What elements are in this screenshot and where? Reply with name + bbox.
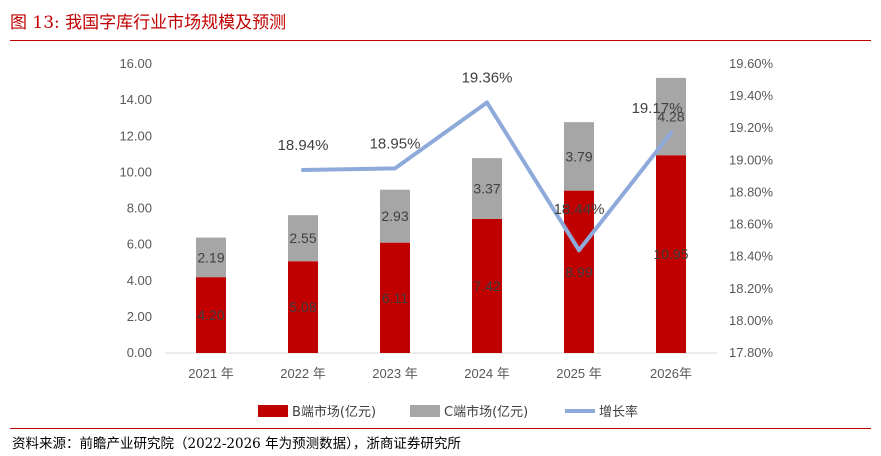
growth-rate-label: 18.44%	[554, 201, 605, 218]
y-left-tick-label: 8.00	[127, 201, 152, 216]
x-tick-label: 2021 年	[188, 366, 234, 381]
x-tick-label: 2024 年	[464, 366, 510, 381]
bar-b-value-label: 6.11	[382, 290, 408, 306]
bar-b-segment	[564, 190, 594, 353]
growth-rate-point	[301, 167, 305, 172]
title-rule	[10, 40, 871, 41]
source-note: 资料来源：前瞻产业研究院（2022-2026 年为预测数据），浙商证券研究所	[12, 436, 461, 452]
growth-rate-point	[393, 166, 397, 171]
bar-b-segment	[196, 277, 226, 353]
y-left-tick-label: 4.00	[127, 273, 152, 288]
bar-b-segment	[288, 261, 318, 353]
y-left-tick-label: 10.00	[119, 164, 152, 179]
legend-c-market-label: C端市场(亿元)	[444, 404, 528, 420]
bar-b-segment	[380, 242, 410, 353]
legend-b-market-label: B端市场(亿元)	[292, 404, 376, 420]
growth-rate-label: 19.36%	[462, 70, 513, 87]
y-left-tick-label: 6.00	[127, 237, 152, 252]
y-left-tick-label: 16.00	[119, 56, 152, 71]
y-left-tick-label: 12.00	[119, 128, 152, 143]
bar-c-value-label: 2.19	[197, 249, 224, 265]
bar-b-value-label: 4.20	[197, 307, 224, 323]
chart-legend: B端市场(亿元) C端市场(亿元) 增长率	[258, 404, 638, 420]
growth-rate-point	[485, 100, 489, 105]
bar-c-segment	[656, 77, 686, 156]
bar-c-segment	[472, 158, 502, 219]
y-right-tick-label: 18.80%	[729, 184, 774, 199]
chart-bars	[196, 77, 686, 353]
bar-b-value-label: 7.42	[473, 278, 500, 294]
y-right-tick-label: 18.60%	[729, 217, 774, 232]
y-right-tick-label: 19.40%	[729, 88, 774, 103]
growth-rate-point	[669, 131, 673, 136]
bar-c-value-label: 3.37	[473, 181, 500, 197]
y-right-tick-label: 19.60%	[729, 56, 774, 71]
growth-line-layer	[301, 100, 673, 253]
growth-rate-point	[577, 248, 581, 253]
y-left-tick-label: 14.00	[119, 92, 152, 107]
y-right-tick-label: 19.00%	[729, 152, 774, 167]
x-tick-label: 2026年	[650, 366, 692, 381]
bar-b-value-label: 5.08	[289, 299, 316, 315]
legend-b-market-swatch	[258, 405, 288, 417]
y-right-tick-label: 19.20%	[729, 120, 774, 135]
bar-b-segment	[656, 155, 686, 353]
y-right-tick-label: 18.40%	[729, 249, 774, 264]
y-left-tick-label: 0.00	[127, 345, 152, 360]
bar-c-value-label: 3.79	[565, 148, 592, 164]
x-tick-label: 2025 年	[556, 366, 602, 381]
growth-rate-label: 18.95%	[370, 135, 421, 152]
chart-data-labels: 4.20 5.08 6.11 7.42 8.99 10.95 2.19 2.55 2.93 3.3…	[197, 70, 688, 324]
legend-c-market-swatch	[410, 405, 440, 417]
legend-growth-rate-label: 增长率	[599, 404, 638, 420]
y-right-tick-label: 17.80%	[729, 345, 774, 360]
chart-axes: 0.00 2.00 4.00 6.00 8.00 10.00 12.00 14.00 16.00…	[119, 56, 773, 381]
x-tick-label: 2022 年	[280, 366, 326, 381]
bar-c-segment	[288, 215, 318, 262]
y-left-tick-label: 2.00	[127, 309, 152, 324]
chart: 0.00 2.00 4.00 6.00 8.00 10.00 12.00 14.00 16.00…	[119, 56, 773, 420]
bar-c-value-label: 4.28	[657, 109, 684, 125]
bar-c-value-label: 2.93	[381, 208, 408, 224]
figure-title: 图 13: 我国字库行业市场规模及预测	[10, 13, 287, 33]
bar-c-segment	[380, 189, 410, 243]
source-rule	[10, 428, 871, 429]
bar-c-segment	[196, 237, 226, 278]
bar-c-value-label: 2.55	[289, 230, 316, 246]
growth-rate-label: 19.17%	[632, 100, 683, 117]
bar-c-segment	[564, 122, 594, 191]
bar-b-segment	[472, 218, 502, 353]
y-right-tick-label: 18.00%	[729, 313, 774, 328]
bar-b-value-label: 8.99	[565, 264, 592, 280]
x-tick-label: 2023 年	[372, 366, 418, 381]
bar-b-value-label: 10.95	[653, 246, 688, 262]
growth-rate-label: 18.94%	[278, 137, 329, 154]
y-right-tick-label: 18.20%	[729, 281, 774, 296]
